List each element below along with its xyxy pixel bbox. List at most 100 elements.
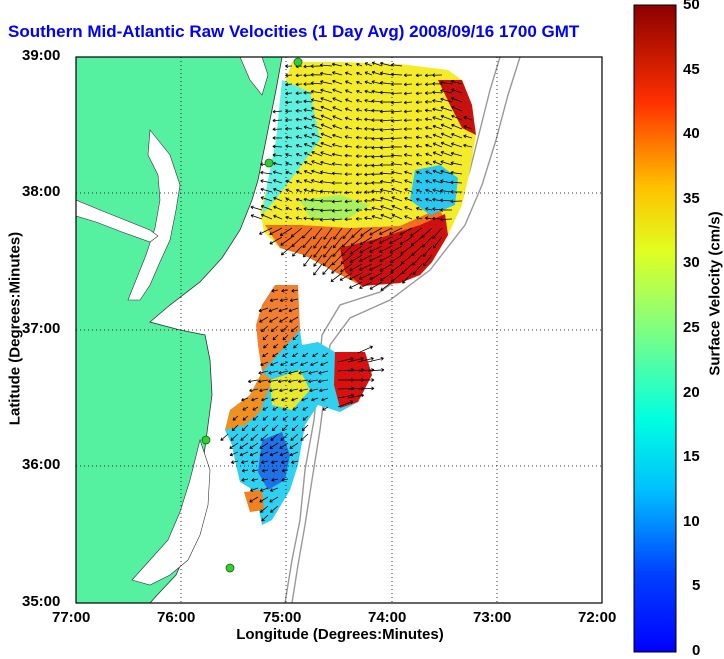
velocity-arrow — [344, 62, 353, 67]
colorbar-tick-label: 20 — [683, 384, 700, 401]
velocity-arrow — [432, 227, 443, 239]
velocity-arrow — [311, 115, 323, 121]
velocity-arrow — [410, 227, 423, 237]
velocity-arrow — [344, 199, 353, 204]
velocity-arrow — [424, 216, 433, 221]
velocity-field-north-red2 — [438, 80, 476, 135]
velocity-arrow — [404, 215, 413, 220]
velocity-arrow — [344, 107, 353, 112]
radar-station-marker — [225, 563, 235, 573]
velocity-arrow — [319, 217, 333, 222]
velocity-arrow — [379, 227, 393, 235]
velocity-arrow — [367, 368, 385, 372]
velocity-arrow — [355, 126, 363, 131]
velocity-arrow — [272, 144, 283, 149]
velocity-arrow — [251, 397, 259, 402]
velocity-arrow — [310, 361, 319, 367]
velocity-arrow — [239, 442, 249, 449]
velocity-arrow — [295, 117, 303, 122]
velocity-arrow — [272, 153, 283, 157]
velocity-arrow — [391, 109, 403, 114]
velocity-arrow — [285, 188, 293, 193]
velocity-arrow — [355, 145, 363, 149]
velocity-arrow — [319, 388, 329, 393]
velocity-arrow — [289, 442, 299, 449]
velocity-arrow — [259, 316, 269, 323]
x-tick-label: 72:00 — [578, 609, 617, 626]
velocity-arrow — [356, 80, 363, 85]
velocity-arrow — [319, 189, 333, 194]
velocity-arrow — [450, 88, 463, 94]
velocity-arrow — [273, 205, 283, 211]
velocity-arrow — [440, 188, 453, 193]
velocity-arrow — [340, 254, 353, 265]
velocity-arrow — [344, 71, 353, 76]
velocity-arrow — [241, 424, 249, 432]
velocity-arrow — [241, 478, 249, 482]
velocity-arrow — [278, 307, 289, 313]
velocity-arrow — [432, 73, 443, 78]
velocity-arrow — [310, 207, 323, 212]
velocity-arrow — [282, 415, 289, 421]
velocity-arrow — [270, 505, 279, 513]
velocity-arrow — [260, 460, 269, 464]
velocity-arrow — [364, 190, 373, 195]
velocity-arrow — [250, 214, 263, 220]
colorbar-tick-label: 25 — [683, 319, 700, 336]
map-title: Southern Mid-Atlantic Raw Velocities (1 … — [8, 22, 580, 41]
velocity-arrow — [260, 505, 269, 513]
velocity-arrow — [292, 334, 299, 341]
velocity-arrow — [425, 152, 433, 157]
velocity-arrow — [303, 125, 313, 130]
velocity-arrow — [379, 162, 393, 167]
velocity-arrow — [432, 107, 443, 112]
colorbar-tick-label: 10 — [683, 513, 700, 530]
velocity-field-south-tip — [244, 490, 264, 512]
velocity-arrow — [322, 263, 333, 275]
velocity-arrow — [292, 406, 299, 411]
velocity-arrow — [424, 91, 433, 95]
velocity-arrow — [285, 73, 293, 78]
velocity-arrow — [322, 406, 329, 411]
velocity-arrow — [261, 397, 269, 402]
velocity-arrow — [295, 100, 303, 104]
velocity-arrow — [371, 136, 383, 141]
velocity-arrow — [250, 205, 263, 211]
velocity-arrow — [319, 199, 333, 203]
velocity-arrow — [404, 179, 413, 184]
velocity-arrow — [344, 208, 353, 213]
velocity-arrow — [432, 236, 443, 249]
velocity-arrow — [451, 133, 463, 139]
velocity-arrow — [356, 89, 363, 94]
velocity-arrow — [229, 442, 239, 449]
velocity-arrow — [344, 153, 353, 158]
velocity-arrow — [311, 124, 323, 130]
velocity-arrow — [360, 227, 373, 237]
velocity-arrow — [269, 388, 279, 393]
velocity-arrow — [422, 254, 433, 267]
velocity-arrow — [241, 468, 249, 473]
velocity-arrow — [269, 451, 279, 457]
velocity-arrow — [249, 451, 259, 457]
velocity-arrow — [337, 393, 355, 399]
velocity-arrow — [311, 106, 323, 112]
velocity-arrow — [379, 263, 393, 272]
velocity-arrow — [291, 397, 299, 402]
velocity-arrow — [303, 73, 313, 78]
velocity-arrow — [259, 388, 269, 393]
velocity-arrow — [369, 263, 383, 271]
velocity-arrow — [379, 179, 393, 184]
velocity-arrow — [364, 126, 373, 131]
velocity-arrow — [371, 108, 383, 113]
velocity-arrow — [432, 151, 443, 157]
velocity-arrow — [295, 197, 303, 202]
velocity-arrow — [301, 424, 309, 432]
velocity-arrow — [440, 89, 453, 94]
velocity-arrow — [355, 163, 363, 168]
velocity-arrow — [323, 236, 333, 249]
velocity-arrow — [364, 163, 373, 168]
velocity-arrow — [313, 263, 323, 276]
velocity-arrow — [293, 343, 299, 349]
velocity-arrow — [391, 162, 403, 166]
velocity-arrow — [320, 114, 333, 121]
